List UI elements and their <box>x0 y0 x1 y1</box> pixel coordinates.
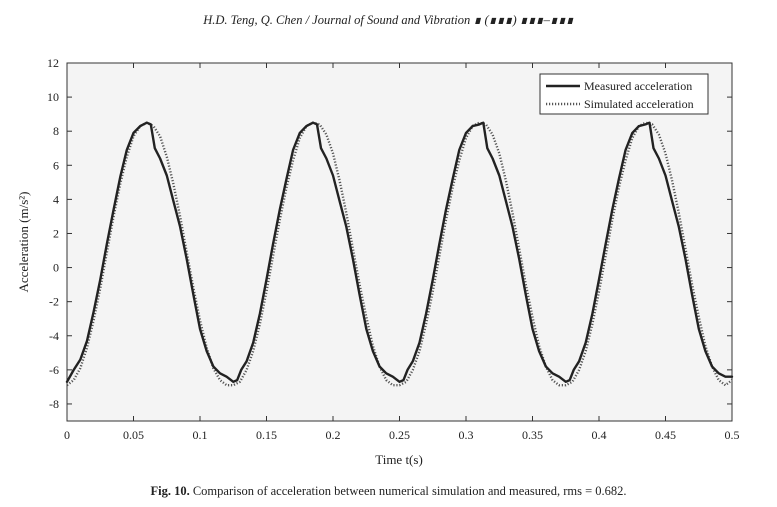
y-tick-label: -6 <box>49 363 59 377</box>
y-axis-ticks: 12 10 8 6 4 2 0 -2 -4 -6 -8 <box>47 56 732 411</box>
y-tick-label: -8 <box>49 397 59 411</box>
plot-area <box>66 62 733 422</box>
x-tick-label: 0.25 <box>389 428 410 442</box>
legend-label-simulated: Simulated acceleration <box>584 97 694 111</box>
x-tick-label: 0.05 <box>123 428 144 442</box>
x-axis-label: Time t(s) <box>375 452 423 467</box>
x-tick-label: 0.35 <box>522 428 543 442</box>
x-tick-label: 0.3 <box>459 428 474 442</box>
acceleration-chart: 12 10 8 6 4 2 0 -2 -4 -6 -8 0 0.05 0.1 0.15 0.2 0.25 0.3… <box>16 56 740 467</box>
y-tick-label: -2 <box>49 295 59 309</box>
y-tick-label: -4 <box>49 329 59 343</box>
x-tick-label: 0.4 <box>592 428 607 442</box>
legend: Measured acceleration Simulated accelera… <box>539 73 709 115</box>
x-tick-label: 0.45 <box>655 428 676 442</box>
x-tick-label: 0.5 <box>725 428 740 442</box>
x-tick-label: 0.1 <box>193 428 208 442</box>
y-axis-label: Acceleration (m/s²) <box>16 192 31 293</box>
x-axis-ticks: 0 0.05 0.1 0.15 0.2 0.25 0.3 0.35 0.4 0.45 0.5 <box>64 63 740 442</box>
measured-acceleration-line <box>65 121 734 383</box>
y-tick-label: 8 <box>53 124 59 138</box>
caption-label: Fig. 10. <box>150 484 190 498</box>
x-tick-label: 0.2 <box>326 428 341 442</box>
y-tick-label: 4 <box>53 192 59 206</box>
simulated-acceleration-line <box>66 121 733 387</box>
x-tick-label: 0 <box>64 428 70 442</box>
legend-box <box>539 73 709 115</box>
x-tick-label: 0.15 <box>256 428 277 442</box>
series-group <box>65 121 734 387</box>
running-head: H.D. Teng, Q. Chen / Journal of Sound an… <box>203 13 574 27</box>
figure-caption: Fig. 10. Comparison of acceleration betw… <box>0 484 777 499</box>
y-tick-label: 0 <box>53 261 59 275</box>
y-tick-label: 12 <box>47 56 59 70</box>
caption-text: Comparison of acceleration between numer… <box>192 484 627 498</box>
y-tick-label: 10 <box>47 90 59 104</box>
y-tick-label: 6 <box>53 158 59 172</box>
legend-label-measured: Measured acceleration <box>584 79 692 93</box>
y-tick-label: 2 <box>53 226 59 240</box>
